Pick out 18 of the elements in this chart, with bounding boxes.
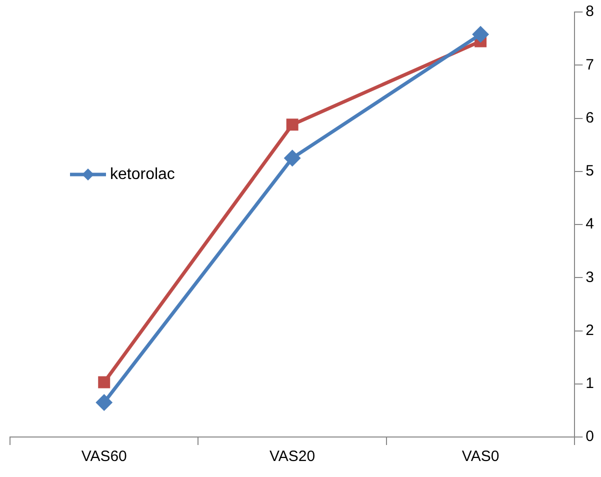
point <box>96 394 112 410</box>
x-tick-label: VAS60 <box>81 448 127 466</box>
point <box>286 118 298 131</box>
point <box>472 26 488 42</box>
y-tick-label: 3 <box>586 268 594 286</box>
y-tick-label: 4 <box>586 216 594 233</box>
y-tick-label: 1 <box>586 375 594 392</box>
point <box>98 376 110 388</box>
x-tick-label: VAS20 <box>270 448 316 466</box>
y-tick-label: 7 <box>586 56 594 74</box>
point <box>284 150 300 166</box>
y-tick-label: 6 <box>586 109 594 126</box>
y-tick-label: 2 <box>586 322 594 339</box>
y-tick-label: 0 <box>586 428 594 446</box>
x-tick-label: VAS0 <box>462 448 500 466</box>
y-tick-label: 8 <box>586 3 594 20</box>
legend-label: ketorolac <box>110 166 175 183</box>
y-tick-label: 5 <box>586 162 594 180</box>
